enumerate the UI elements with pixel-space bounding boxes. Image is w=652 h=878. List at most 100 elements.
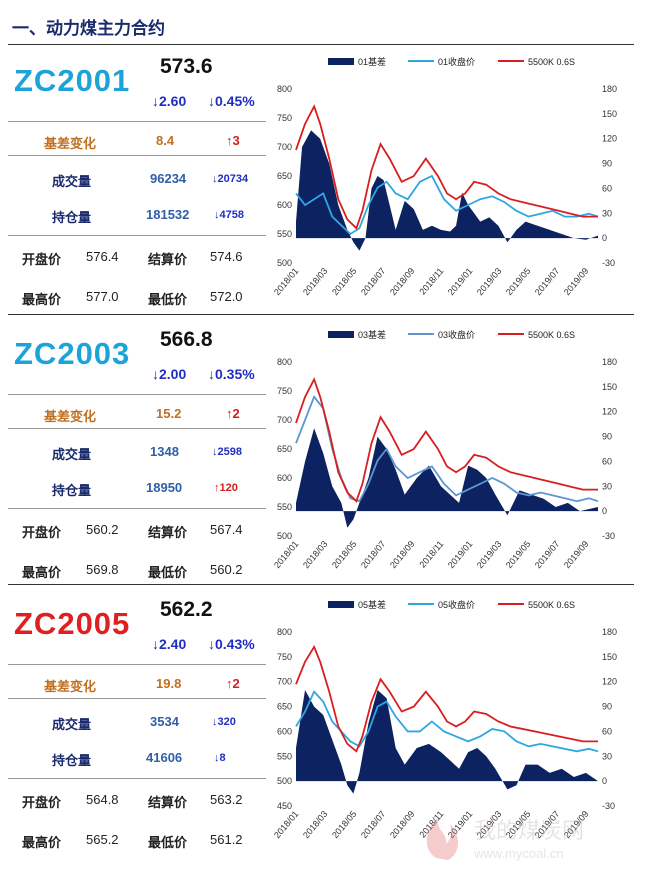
basis-change-value: 8.4 (156, 133, 175, 148)
x-tick-label: 2018/03 (301, 266, 330, 297)
y-left-tick: 450 (277, 801, 292, 811)
row-divider (8, 428, 266, 429)
x-tick-label: 2018/11 (417, 266, 445, 297)
basis-delta: ↑3 (226, 133, 240, 148)
settle-value: 567.4 (210, 522, 243, 537)
volume-delta: ↓20734 (212, 173, 249, 185)
volume-delta: ↓2598 (212, 446, 242, 458)
svg-text:05收盘价: 05收盘价 (438, 599, 475, 610)
y-left-tick: 750 (277, 113, 292, 123)
volume-label: 成交量 (52, 447, 92, 462)
y-left-tick: 600 (277, 200, 292, 210)
x-tick-label: 2018/01 (272, 266, 301, 297)
contract-section: ZC2001 573.6 ↓2.60 ↓0.45% 基差变化 8.4 ↑3 成交… (0, 45, 652, 317)
open-interest-delta: ↓4758 (214, 209, 244, 221)
x-tick-label: 2019/07 (533, 266, 562, 297)
y-right-tick: 60 (602, 726, 612, 736)
y-right-tick: 180 (602, 357, 617, 367)
chart-svg: 05基差 05收盘价 5500K 0.6S450500550600650700750… (272, 599, 617, 840)
high-label: 最高价 (22, 565, 62, 580)
last-price: 566.8 (160, 328, 213, 351)
y-left-tick: 800 (277, 84, 292, 94)
x-tick-label: 2018/03 (301, 539, 330, 570)
y-right-tick: 150 (602, 652, 617, 662)
x-tick-label: 2019/01 (446, 539, 475, 570)
high-value: 569.8 (86, 562, 119, 577)
svg-text:05基差: 05基差 (358, 599, 386, 610)
x-tick-label: 2018/01 (272, 539, 301, 570)
volume-label: 成交量 (52, 174, 92, 189)
row-divider (8, 394, 266, 395)
open-interest-label: 持仓量 (52, 210, 92, 225)
spot-price-line (295, 377, 598, 503)
chart-svg: 01基差 01收盘价 5500K 0.6S500550600650700750800… (272, 56, 617, 297)
basis-area-series (296, 130, 598, 251)
close-price-line (295, 174, 599, 236)
row-divider (8, 698, 266, 699)
y-right-tick: 0 (602, 506, 607, 516)
y-left-tick: 550 (277, 229, 292, 239)
y-left-tick: 500 (277, 531, 292, 541)
open-label: 开盘价 (22, 252, 62, 267)
y-left-tick: 800 (277, 627, 292, 637)
open-value: 560.2 (86, 522, 119, 537)
contract-code: ZC2005 (14, 606, 131, 641)
y-left-tick: 600 (277, 473, 292, 483)
y-right-tick: 30 (602, 481, 612, 491)
y-left-tick: 550 (277, 751, 292, 761)
x-tick-label: 2018/09 (388, 539, 417, 570)
svg-text:01基差: 01基差 (358, 56, 386, 67)
y-right-tick: 90 (602, 159, 612, 169)
x-tick-label: 2019/07 (533, 539, 562, 570)
x-tick-label: 2018/01 (272, 809, 301, 840)
svg-text:5500K 0.6S: 5500K 0.6S (528, 57, 575, 67)
basis-change-label: 基差变化 (44, 409, 97, 424)
row-divider (8, 121, 266, 122)
basis-area-series (296, 690, 598, 794)
volume-value: 96234 (150, 171, 187, 186)
y-right-tick: 60 (602, 183, 612, 193)
high-value: 577.0 (86, 289, 119, 304)
y-right-tick: 30 (602, 751, 612, 761)
basis-chart: 01基差 01收盘价 5500K 0.6S 500 550 600 650 700 750 800… (268, 49, 628, 322)
price-change: ↓2.60 (152, 93, 187, 109)
x-tick-label: 2019/01 (446, 266, 475, 297)
last-price: 573.6 (160, 55, 213, 78)
watermark-url: www.mycoal.cn (473, 846, 564, 861)
y-right-tick: 0 (602, 233, 607, 243)
basis-change-value: 19.8 (156, 676, 182, 691)
settle-label: 结算价 (148, 795, 188, 810)
low-label: 最低价 (148, 565, 188, 580)
row-divider (8, 235, 266, 236)
svg-text:01收盘价: 01收盘价 (438, 56, 475, 67)
low-value: 560.2 (210, 562, 243, 577)
legend-item: 03收盘价 (408, 329, 475, 340)
y-left-tick: 700 (277, 415, 292, 425)
y-left-tick: 500 (277, 776, 292, 786)
legend-item: 5500K 0.6S (498, 600, 575, 610)
y-right-tick: 180 (602, 627, 617, 637)
legend-item: 5500K 0.6S (498, 330, 575, 340)
y-right-tick: -30 (602, 258, 615, 268)
svg-text:5500K 0.6S: 5500K 0.6S (528, 330, 575, 340)
y-left-tick: 600 (277, 726, 292, 736)
section-divider (8, 584, 634, 585)
basis-chart: 05基差 05收盘价 5500K 0.6S 450 500 550 600 650 700 750… (268, 592, 628, 865)
price-change-pct: ↓0.43% (208, 636, 255, 652)
volume-label: 成交量 (52, 717, 92, 732)
row-divider (8, 508, 266, 509)
volume-value: 3534 (150, 714, 179, 729)
settle-label: 结算价 (148, 525, 188, 540)
y-right-tick: 120 (602, 407, 617, 417)
basis-change-label: 基差变化 (44, 679, 97, 694)
open-interest-value: 41606 (146, 750, 183, 765)
y-right-tick: 150 (602, 382, 617, 392)
watermark-text: 我的煤炭网 (474, 819, 584, 844)
y-left-tick: 800 (277, 357, 292, 367)
y-right-tick: 90 (602, 702, 612, 712)
price-change-pct: ↓0.35% (208, 366, 255, 382)
close-price-line (295, 395, 599, 503)
y-left-tick: 650 (277, 702, 292, 712)
row-divider (8, 155, 266, 156)
open-interest-delta: ↓8 (214, 752, 226, 764)
